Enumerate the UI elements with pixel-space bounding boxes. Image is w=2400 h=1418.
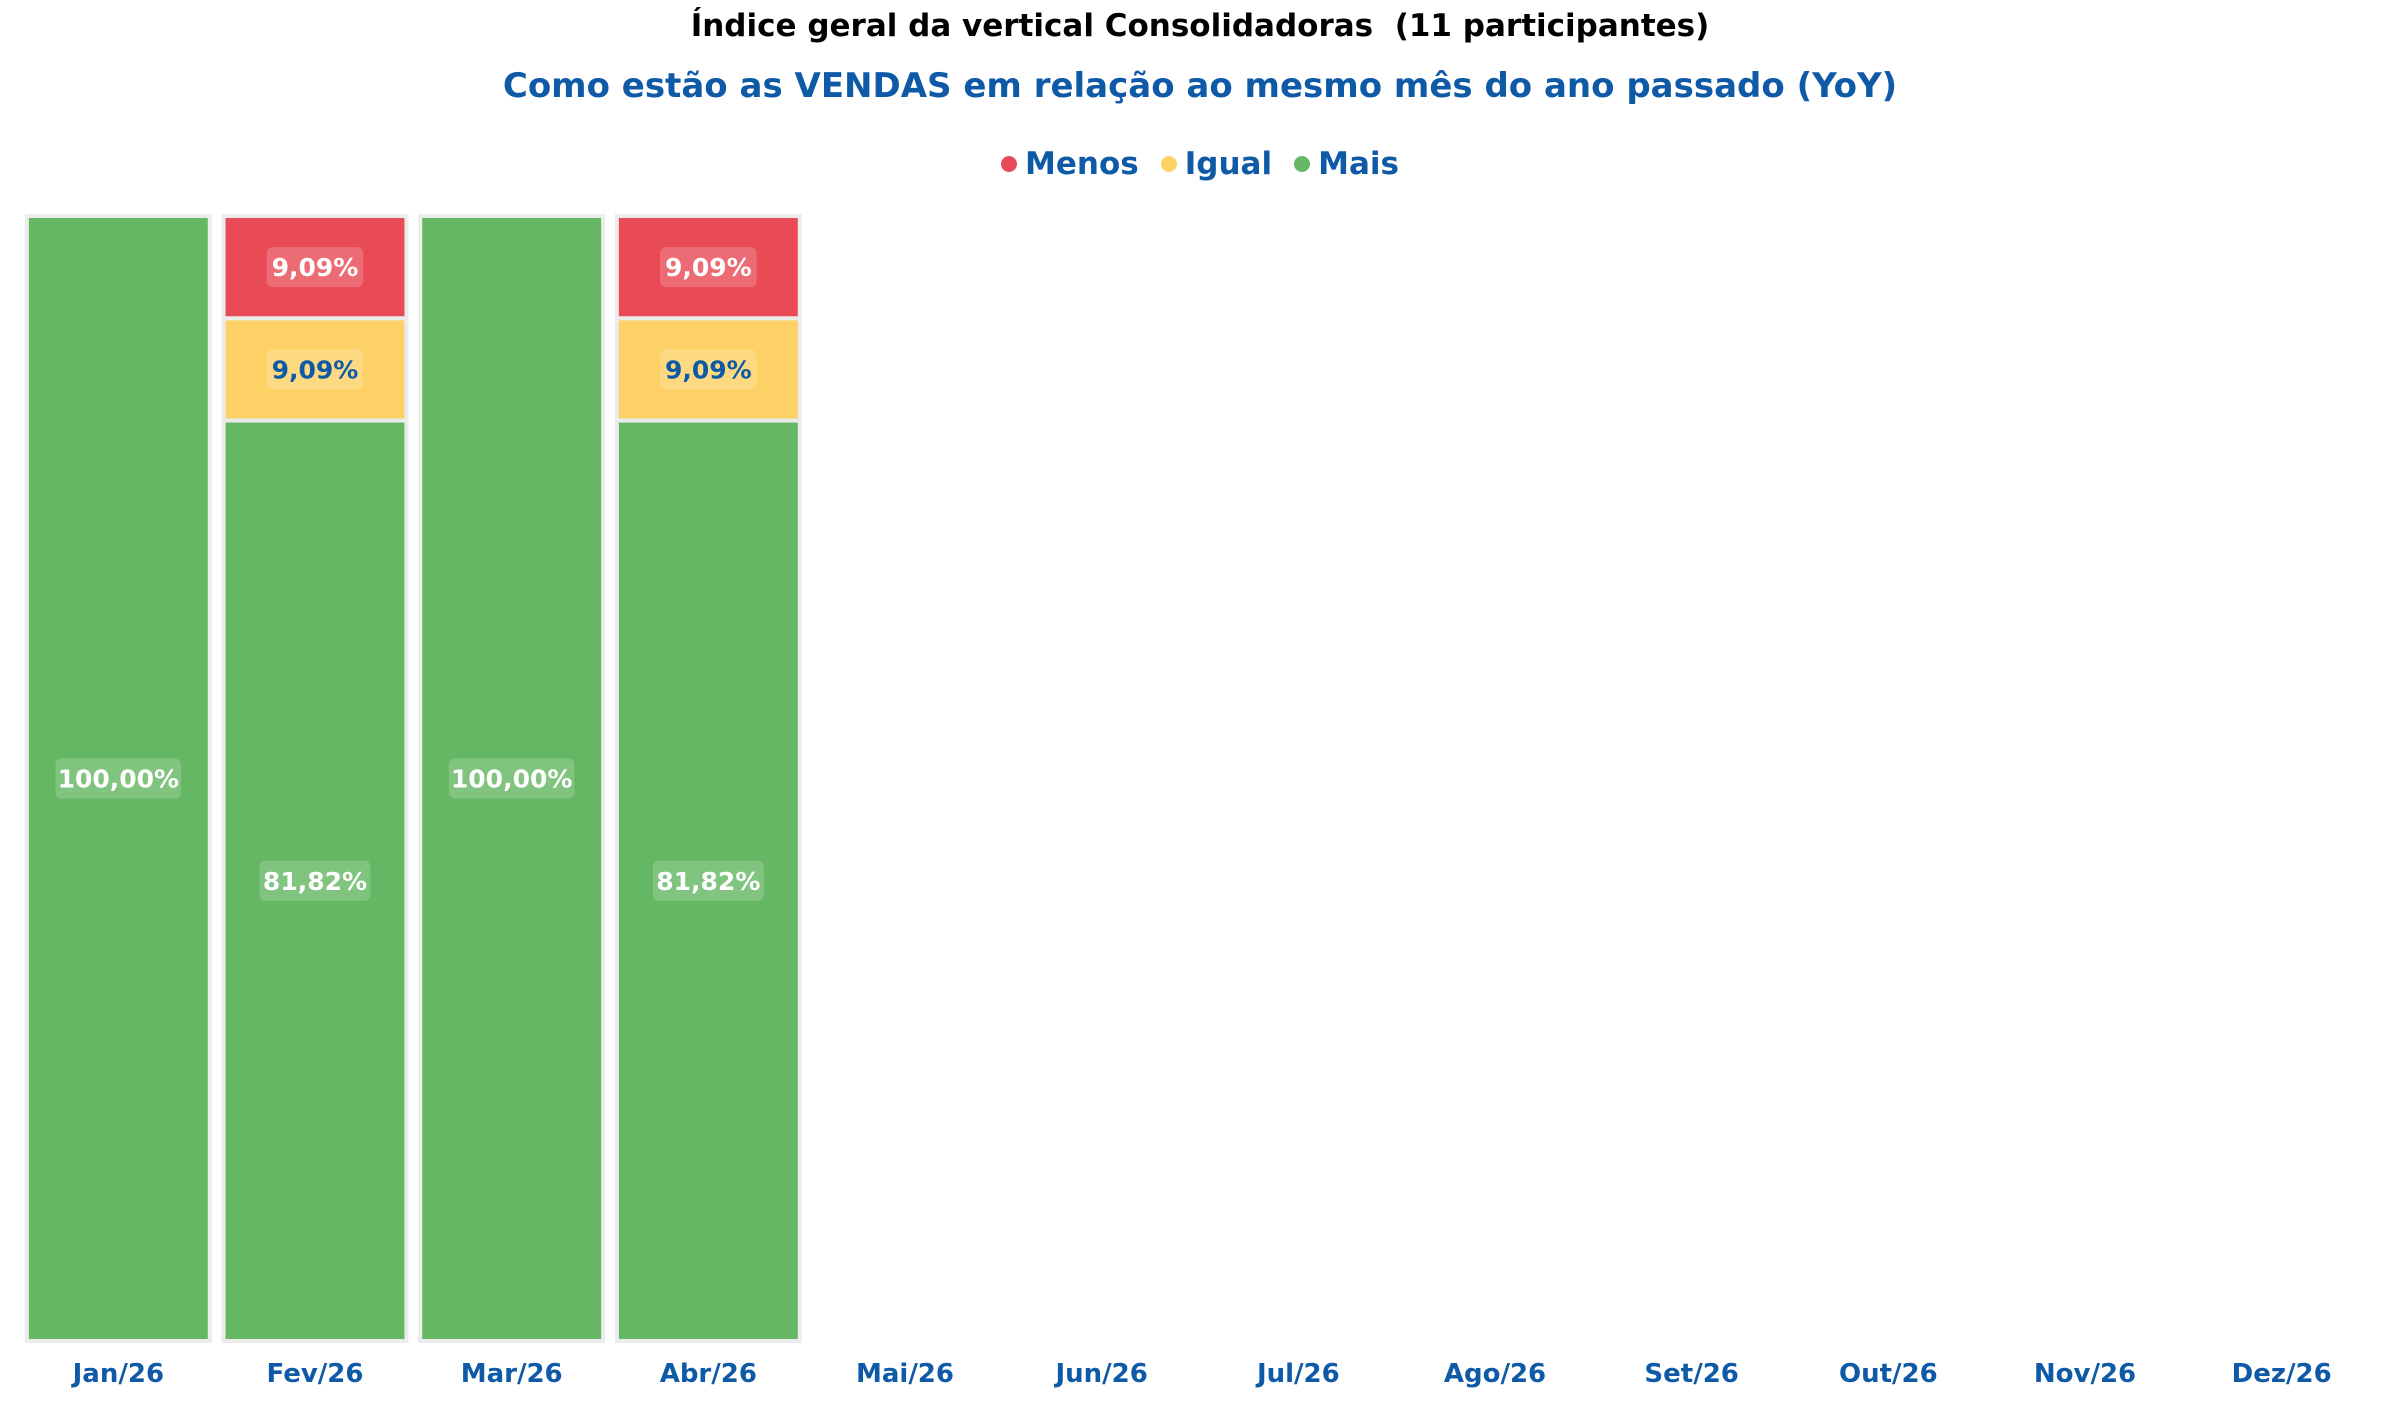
x-tick-label-ago-26: Ago/26 — [1444, 1359, 1546, 1389]
chart-subtitle: Como estão as VENDAS em relação ao mesmo… — [502, 66, 1898, 106]
data-label-bg-mais-abr-26 — [652, 860, 764, 901]
x-tick-label-nov-26: Nov/26 — [2034, 1359, 2136, 1389]
data-label-bg-mais-jan-26 — [55, 758, 182, 799]
data-label-bg-igual-abr-26 — [660, 349, 757, 390]
legend-label-igual: Igual — [1184, 146, 1273, 182]
legend-label-menos: Menos — [1025, 146, 1139, 182]
x-tick-label-jun-26: Jun/26 — [1053, 1359, 1147, 1389]
bar-segment-menos-abr-26[interactable] — [614, 214, 802, 321]
legend-item-igual[interactable]: Igual — [1160, 146, 1273, 182]
bar-segment-mais-fev-26[interactable] — [221, 418, 409, 1343]
legend-marker-mais — [1294, 156, 1311, 172]
x-tick-label-mar-26: Mar/26 — [461, 1359, 563, 1389]
x-tick-label-dez-26: Dez/26 — [2232, 1359, 2332, 1389]
x-tick-label-set-26: Set/26 — [1644, 1359, 1738, 1389]
data-label-menos-abr-26: 9,09% — [665, 253, 752, 282]
bar-segment-igual-abr-26[interactable] — [614, 316, 802, 423]
data-label-bg-mais-fev-26 — [259, 860, 371, 901]
bar-segment-mais-abr-26[interactable] — [614, 418, 802, 1343]
legend-marker-igual — [1160, 156, 1177, 172]
x-tick-label-fev-26: Fev/26 — [267, 1359, 364, 1389]
legend-item-mais[interactable]: Mais — [1294, 146, 1399, 182]
data-label-igual-abr-26: 9,09% — [665, 355, 752, 384]
data-label-igual-fev-26: 9,09% — [272, 355, 359, 384]
chart-title: Índice geral da vertical Consolidadoras … — [690, 8, 1710, 44]
x-tick-label-abr-26: Abr/26 — [660, 1359, 757, 1389]
data-label-mais-fev-26: 81,82% — [263, 867, 367, 896]
x-tick-label-mai-26: Mai/26 — [856, 1359, 954, 1389]
data-label-bg-mais-mar-26 — [448, 758, 575, 799]
legend-item-menos[interactable]: Menos — [1001, 146, 1139, 182]
bar-segment-mais-jan-26[interactable] — [24, 214, 212, 1343]
data-label-mais-abr-26: 81,82% — [656, 867, 760, 896]
data-label-bg-menos-abr-26 — [660, 247, 757, 288]
data-label-mais-jan-26: 100,00% — [58, 765, 180, 794]
legend-marker-menos — [1001, 156, 1018, 172]
data-label-bg-menos-fev-26 — [266, 247, 364, 288]
data-label-bg-igual-fev-26 — [266, 349, 364, 390]
chart-legend: Menos Igual Mais — [0, 146, 2400, 182]
bar-segment-menos-fev-26[interactable] — [221, 214, 409, 321]
x-tick-label-jul-26: Jul/26 — [1255, 1359, 1340, 1389]
bar-segment-mais-mar-26[interactable] — [418, 214, 606, 1343]
x-tick-label-out-26: Out/26 — [1839, 1359, 1938, 1389]
legend-label-mais: Mais — [1318, 146, 1399, 182]
data-label-mais-mar-26: 100,00% — [451, 765, 573, 794]
x-tick-label-jan-26: Jan/26 — [71, 1359, 164, 1389]
data-label-menos-fev-26: 9,09% — [272, 253, 359, 282]
